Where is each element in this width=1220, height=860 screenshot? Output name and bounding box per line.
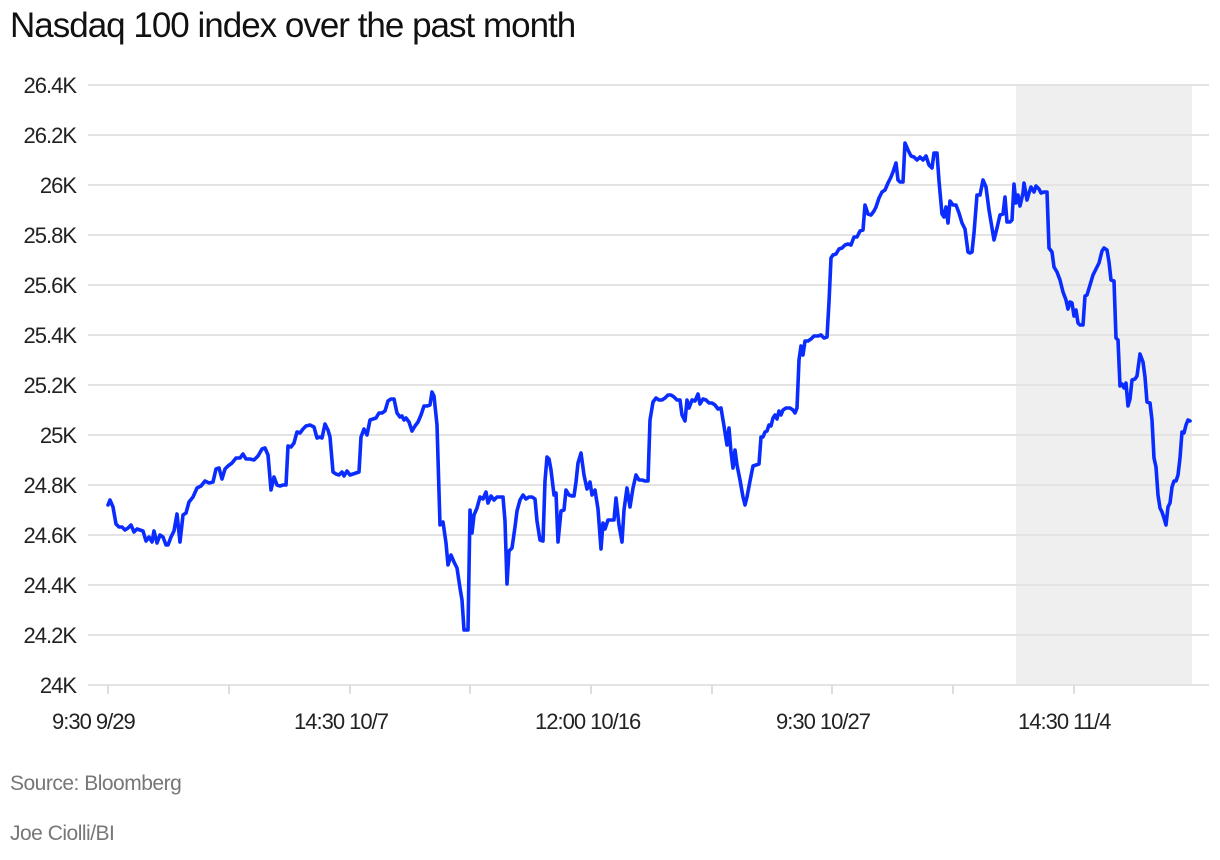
nasdaq-100-line [106, 141, 1192, 632]
y-tick-label: 26.2K [24, 123, 78, 148]
y-tick-label: 24K [40, 673, 77, 698]
y-tick-label: 26.4K [24, 73, 78, 98]
x-tick-label: 9:30 10/27 [776, 709, 871, 734]
y-tick-label: 25K [40, 423, 77, 448]
x-tick-label: 9:30 9/29 [52, 709, 136, 734]
chart-title: Nasdaq 100 index over the past month [10, 6, 576, 45]
y-axis-labels: 26.4K 26.2K 26K 25.8K 25.6K 25.4K 25.2K 25K 24.8… [24, 73, 79, 698]
y-tick-label: 25.8K [24, 223, 78, 248]
y-tick-label: 25.4K [24, 323, 78, 348]
y-tick-label: 24.8K [24, 473, 78, 498]
y-tick-label: 24.2K [24, 623, 78, 648]
y-tick-label: 25.2K [24, 373, 78, 398]
x-tick-label: 14:30 10/7 [294, 709, 389, 734]
x-axis: 9:30 9/29 14:30 10/7 12:00 10/16 9:30 10/27… [52, 685, 1112, 734]
y-tick-label: 26K [40, 173, 77, 198]
x-tick-label: 12:00 10/16 [535, 709, 641, 734]
x-tick-label: 14:30 11/4 [1018, 709, 1111, 734]
credit-note: Joe Ciolli/BI [10, 822, 115, 845]
source-note: Source: Bloomberg [10, 772, 182, 795]
y-tick-label: 24.4K [24, 573, 78, 598]
y-tick-label: 24.6K [24, 523, 78, 548]
y-tick-label: 25.6K [24, 273, 78, 298]
line-chart: 26.4K 26.2K 26K 25.8K 25.6K 25.4K 25.2K 25K 24.8… [24, 73, 1209, 734]
